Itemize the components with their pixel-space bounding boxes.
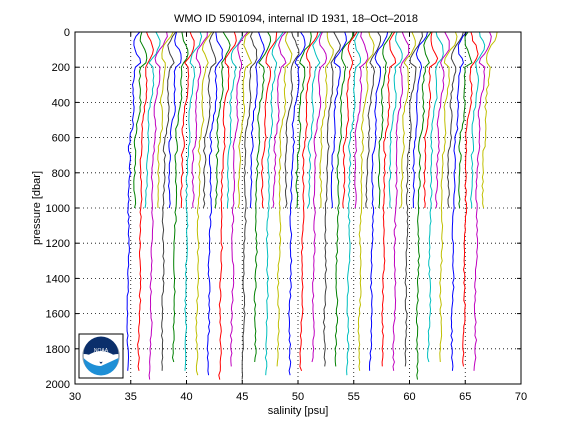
y-tick-label: 600 [52,133,70,145]
profile-line [311,31,328,363]
profile-line [354,31,369,209]
profile-line [195,31,213,376]
profile-line [481,31,498,209]
profile-line [288,31,306,376]
profile-line [253,31,272,363]
y-tick-label: 200 [52,62,70,74]
y-tick-label: 400 [52,97,70,109]
x-tick-label: 70 [515,391,527,403]
profile-line [157,31,174,209]
profile-line [160,31,177,371]
svg-text:NOAA: NOAA [94,348,109,354]
y-tick-label: 2000 [46,379,70,391]
y-tick-label: 0 [64,27,70,39]
y-tick-label: 1600 [46,309,70,321]
y-axis-label: pressure [dbar] [31,171,43,245]
profile-line [330,31,347,208]
y-tick-label: 800 [52,168,70,180]
profile-line [264,31,284,376]
profile-line [167,31,182,209]
profile-line [462,31,479,367]
profile-line [392,31,410,371]
profile-line [346,31,362,376]
profile-line [342,31,358,209]
profile-line [365,31,382,209]
profile-line [276,31,293,367]
profile-line [206,31,224,376]
x-tick-label: 65 [459,391,471,403]
x-tick-label: 55 [348,391,360,403]
profile-line [381,31,397,367]
profile-line [237,31,253,209]
profile-line [404,31,424,367]
profile-line [126,31,142,371]
profile-line [295,31,312,209]
profile-line [202,31,217,209]
profile-line [272,31,287,209]
profile-line [191,31,208,209]
profile-line [377,31,393,209]
profile-line [241,31,258,380]
x-tick-label: 30 [69,391,81,403]
profile-line [226,32,243,209]
y-tick-label: 1200 [46,238,70,250]
x-axis-label: salinity [psu] [268,405,329,417]
profile-line [458,31,473,209]
noaa-logo: NOAA [78,333,124,379]
profile-line [299,31,319,371]
profile-line [423,31,439,209]
x-tick-label: 40 [180,391,192,403]
profile-line [388,31,403,209]
profile-lines [126,31,498,380]
profile-line [446,31,464,209]
profile-line [334,31,354,367]
profile-line [133,31,148,209]
profile-line [284,31,300,209]
y-tick-label: 1800 [46,344,70,356]
profile-line [319,32,334,209]
profile-line [218,31,237,380]
profile-line [427,31,444,363]
profile-line [439,31,458,363]
profile-line [412,31,428,208]
profile-line [368,31,389,371]
profile-line [400,31,416,209]
y-tick-label: 1400 [46,273,70,285]
profile-line [184,31,203,371]
profile-line [260,31,278,209]
x-tick-label: 50 [292,391,304,403]
chart-title: WMO ID 5901094, internal ID 1931, 18–Oct… [174,13,418,25]
profile-line [470,31,486,209]
x-tick-label: 45 [236,391,248,403]
y-tick-label: 1000 [46,203,70,215]
profile-line [171,31,189,363]
profile-line [137,31,154,371]
plot-area: 30 35 40 45 50 55 60 65 70 0 200 400 600 800 1000 1200… [46,27,528,403]
profile-line [180,31,195,209]
profile-line [249,31,265,209]
profile-line [144,31,161,209]
profile-line [214,31,231,209]
profile-line [229,31,249,367]
profile-line [450,31,468,371]
y-axis-ticks: 0 200 400 600 800 1000 1200 1400 1600 1800 2000 [46,27,521,391]
x-tick-label: 35 [125,391,137,403]
profile-line [473,31,492,371]
profile-line [148,31,168,380]
x-tick-label: 60 [403,391,415,403]
profile-line [322,31,341,367]
x-axis-ticks: 30 35 40 45 50 55 60 65 70 [69,32,527,403]
profile-line [307,31,322,209]
profile-line [416,31,432,380]
profile-line [357,31,375,371]
profile-line [435,31,450,209]
